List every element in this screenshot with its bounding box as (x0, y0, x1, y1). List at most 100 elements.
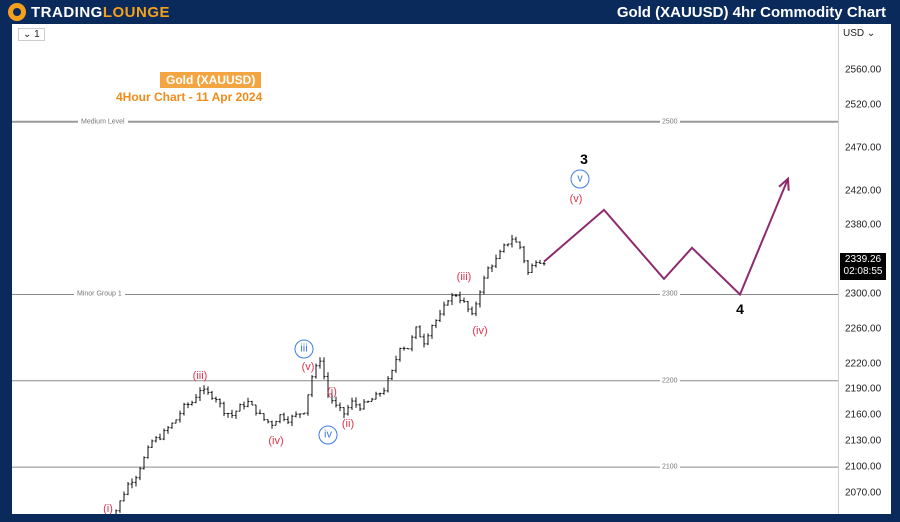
currency-selector[interactable]: USD ⌄ (843, 28, 876, 39)
candle (418, 325, 422, 338)
candle (410, 335, 414, 352)
level-value: 2300 (660, 290, 680, 298)
candle (534, 260, 538, 268)
candle (538, 259, 542, 264)
candle (498, 249, 502, 260)
interval-selector[interactable]: ⌄ 1 (18, 28, 45, 41)
candle (206, 386, 210, 395)
candle (422, 333, 426, 348)
chart-subtitle: 4Hour Chart - 11 Apr 2024 (116, 90, 263, 104)
price-axis[interactable]: USD ⌄ 2560.00 2520.00 2470.00 2420.00 2380.0… (838, 24, 891, 514)
candle (342, 407, 346, 419)
candle (166, 425, 170, 434)
candle (402, 346, 406, 351)
candle (214, 396, 218, 403)
wave-label: (iv) (268, 435, 284, 448)
level-value: 2500 (660, 118, 680, 126)
candle (478, 290, 482, 308)
candle (130, 478, 134, 489)
candle (314, 363, 318, 379)
candle (270, 420, 274, 429)
candle (138, 466, 142, 481)
y-tick-label: 2100.00 (845, 461, 882, 473)
wave-label: iv (318, 425, 338, 445)
candle (350, 397, 354, 410)
level-value: 2200 (660, 377, 680, 385)
wave-label: 3 (580, 150, 588, 167)
candle (398, 347, 402, 362)
candle (282, 412, 286, 422)
level-label: Minor Group 1 (74, 290, 125, 298)
candle (482, 275, 486, 295)
price-chart[interactable] (12, 24, 838, 514)
y-tick-label: 2380.00 (845, 219, 882, 231)
wave-label: (iii) (192, 369, 208, 382)
candle (318, 357, 322, 369)
candle (394, 355, 398, 373)
candle (358, 403, 362, 412)
level-value: 2100 (660, 463, 680, 471)
candle (330, 391, 334, 404)
candle (278, 414, 282, 424)
wave-label: iii (294, 339, 314, 359)
y-tick-label: 2220.00 (845, 358, 882, 369)
wave-label: (i) (327, 385, 337, 398)
wave-label: (i) (103, 502, 113, 514)
last-price-value: 2339.26 (844, 253, 882, 265)
wave-label: (v) (569, 193, 583, 206)
candle (186, 402, 190, 409)
candle (366, 400, 370, 403)
candle (530, 263, 534, 274)
candle (115, 509, 118, 514)
wave-label: (3) (837, 47, 838, 59)
level-label: Medium Level (78, 118, 128, 126)
candle (306, 394, 310, 416)
candle (190, 400, 194, 406)
y-tick-label: 2560.00 (845, 64, 882, 76)
candle (170, 422, 174, 429)
candle (354, 397, 358, 408)
candle (302, 412, 306, 415)
y-tick-label: 2070.00 (845, 487, 882, 499)
candle (290, 414, 294, 427)
candle (286, 416, 290, 425)
wave-label: v (570, 169, 590, 189)
candle (202, 385, 206, 395)
candle (250, 400, 254, 406)
candle (374, 391, 378, 400)
candle (406, 347, 410, 350)
candle (494, 254, 498, 269)
candle (246, 397, 250, 408)
candle (346, 404, 350, 416)
candle (234, 410, 238, 419)
interval-value: 1 (34, 29, 40, 40)
candle (274, 420, 278, 426)
candle (390, 369, 394, 381)
candle (322, 357, 326, 380)
wave-label: 4 (736, 301, 744, 318)
candle (142, 456, 146, 470)
candle (502, 243, 506, 253)
candle (238, 403, 242, 412)
candle (446, 300, 450, 306)
candle (326, 372, 330, 398)
candle (382, 387, 386, 395)
wave-label: (iii) (456, 271, 472, 284)
projection-path (543, 178, 789, 297)
candle (542, 262, 546, 266)
chart-title-badge: Gold (XAUUSD) (160, 72, 262, 88)
candle (518, 241, 522, 250)
candle (334, 396, 338, 408)
candle (442, 301, 446, 316)
chart-plot-area[interactable]: ⌄ 1 Gold (XAUUSD) 4Hour Chart - 11 Apr 2… (12, 24, 838, 514)
candle (210, 391, 214, 400)
candle (218, 398, 222, 408)
tradinglounge-logo: TRADINGLOUNGE (8, 3, 170, 21)
top-bar: TRADINGLOUNGE Gold (XAUUSD) 4hr Commodit… (0, 0, 900, 24)
candle (198, 387, 202, 401)
chevron-down-icon: ⌄ (23, 29, 32, 40)
candle (158, 433, 162, 441)
candle (438, 309, 442, 323)
candle (254, 404, 258, 416)
candle (454, 293, 458, 297)
